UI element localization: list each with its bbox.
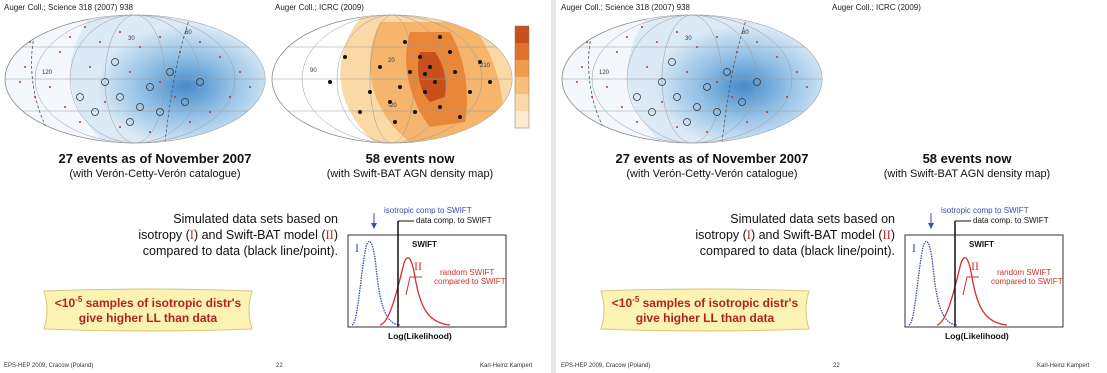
sim-roman-2: II — [882, 228, 891, 242]
sim-roman-1: I — [746, 228, 751, 242]
sim-line-2-a: isotropy ( — [695, 228, 747, 242]
sim-line-2-b: ) and Swift-BAT model ( — [750, 228, 883, 242]
footer-conference: EPS-HEP 2009, Cracow (Poland) — [561, 363, 651, 369]
label-swift: SWIFT — [969, 240, 994, 249]
citation-science: Auger Coll.; Science 318 (2007) 938 — [561, 3, 690, 12]
iso-arrowhead — [928, 223, 934, 229]
sim-line-1: Simulated data sets based on — [173, 212, 338, 226]
plot-roman-1: I — [355, 241, 359, 255]
sim-line-2-b: ) and Swift-BAT model ( — [193, 228, 326, 242]
simulation-description: Simulated data sets based on isotropy (I… — [665, 211, 895, 259]
label-random-swift-1: random SWIFT — [440, 268, 494, 277]
map-label-90: 90 — [310, 68, 317, 74]
result-banner: <10-5 samples of isotropic distr's give … — [38, 287, 258, 333]
citation-icrc: Auger Coll.; ICRC (2009) — [832, 3, 921, 12]
isotropic-distribution — [908, 240, 958, 326]
caption-swift-title: 58 events now — [365, 151, 455, 166]
footer-conference: EPS-HEP 2009, Cracow (Poland) — [4, 363, 94, 369]
banner-line-2: give higher LL than data — [78, 311, 218, 325]
banner-sup: -5 — [75, 295, 83, 304]
slide-left: Auger Coll.; Science 318 (2007) 938 Auge… — [0, 0, 550, 373]
caption-swift-title: 58 events now — [922, 151, 1012, 166]
map-label-210: 210 — [480, 63, 491, 69]
label-isotropic: isotropic comp to SWIFT — [941, 207, 1029, 215]
caption-swift-sub: (with Swift-BAT AGN density map) — [883, 168, 1051, 180]
sim-line-2-a: isotropy ( — [138, 228, 190, 242]
banner-line-2: give higher LL than data — [635, 311, 775, 325]
likelihood-plot: isotropic comp to SWIFT data comp. to SW… — [347, 207, 507, 341]
label-data: data comp. to SWIFT — [973, 216, 1049, 225]
plot-xlabel: Log(Likelihood) — [945, 331, 1009, 341]
caption-vcv-sub: (with Verón-Cetty-Verón catalogue) — [626, 168, 798, 180]
caption-swift-sub: (with Swift-BAT AGN density map) — [326, 168, 494, 180]
map-label-60: 60 — [742, 30, 749, 36]
plot-roman-1: I — [912, 241, 916, 255]
skymap-vcv: 120 30 60 — [4, 14, 266, 144]
slide-right: Auger Coll.; Science 318 (2007) 938 Auge… — [557, 0, 1107, 373]
isotropic-distribution — [351, 240, 401, 326]
map-label-120: 120 — [599, 70, 610, 76]
footer-page-number: 22 — [833, 363, 840, 369]
sim-roman-2: II — [325, 228, 334, 242]
map-label-60: 60 — [185, 30, 192, 36]
map-label-neg20: -20 — [388, 103, 397, 109]
plot-xlabel: Log(Likelihood) — [388, 331, 452, 341]
caption-vcv-title: 27 events as of November 2007 — [615, 151, 809, 166]
label-random-swift-2: compared to SWIFT — [991, 277, 1063, 286]
label-swift: SWIFT — [412, 240, 437, 249]
banner-line-1: <10-5 samples of isotropic distr's — [595, 292, 815, 311]
skymap-vcv: 120 30 60 — [561, 14, 823, 144]
banner-line-1: <10-5 samples of isotropic distr's — [38, 292, 258, 311]
caption-vcv-sub: (with Verón-Cetty-Verón catalogue) — [69, 168, 241, 180]
sim-line-2: isotropy (I) and Swift-BAT model (II) — [665, 227, 895, 243]
banner-line-1-a: <10 — [54, 296, 76, 310]
likelihood-plot: isotropic comp to SWIFT data comp. to SW… — [904, 207, 1064, 341]
label-random-swift-2: compared to SWIFT — [434, 277, 506, 286]
iso-arrowhead — [371, 223, 377, 229]
map-label-20: 20 — [388, 58, 395, 64]
caption-vcv-title: 27 events as of November 2007 — [58, 151, 252, 166]
banner-line-1-b: samples of isotropic distr's — [82, 296, 242, 310]
plot-roman-2: II — [971, 259, 979, 273]
sim-line-3: compared to data (black line/point). — [699, 244, 895, 258]
sim-roman-1: I — [189, 228, 194, 242]
map-label-30: 30 — [685, 36, 692, 42]
result-banner: <10-5 samples of isotropic distr's give … — [595, 287, 815, 333]
label-data: data comp. to SWIFT — [416, 216, 492, 225]
sim-line-2-c: ) — [890, 228, 895, 242]
random-swift-arrow — [405, 276, 422, 296]
citation-icrc: Auger Coll.; ICRC (2009) — [275, 3, 364, 12]
sim-line-2: isotropy (I) and Swift-BAT model (II) — [108, 227, 338, 243]
footer-page-number: 22 — [276, 363, 283, 369]
simulation-description: Simulated data sets based on isotropy (I… — [108, 211, 338, 259]
banner-text: <10-5 samples of isotropic distr's give … — [38, 292, 258, 326]
banner-scroll — [600, 288, 810, 332]
footer-author: Karl-Heinz Kampert — [1037, 363, 1090, 369]
sim-line-3: compared to data (black line/point). — [142, 244, 338, 258]
slide-divider — [551, 0, 556, 373]
random-swift-arrow — [962, 276, 979, 296]
plot-roman-2: II — [414, 259, 422, 273]
swift-distribution — [379, 257, 451, 326]
banner-sup: -5 — [632, 295, 640, 304]
label-random-swift-1: random SWIFT — [997, 268, 1051, 277]
banner-line-1-a: <10 — [611, 296, 633, 310]
banner-line-1-b: samples of isotropic distr's — [639, 296, 799, 310]
swift-distribution — [936, 257, 1008, 326]
citation-science: Auger Coll.; Science 318 (2007) 938 — [4, 3, 133, 12]
banner-text: <10-5 samples of isotropic distr's give … — [595, 292, 815, 326]
map-label-120: 120 — [42, 70, 53, 76]
density-colorbar — [514, 25, 530, 129]
footer-author: Karl-Heinz Kampert — [480, 363, 533, 369]
skymap-swift: 90 210 20 -20 — [271, 14, 530, 144]
sim-line-2-c: ) — [333, 228, 338, 242]
label-isotropic: isotropic comp to SWIFT — [384, 207, 472, 215]
banner-scroll — [43, 288, 253, 332]
map-label-30: 30 — [128, 36, 135, 42]
sim-line-1: Simulated data sets based on — [730, 212, 895, 226]
